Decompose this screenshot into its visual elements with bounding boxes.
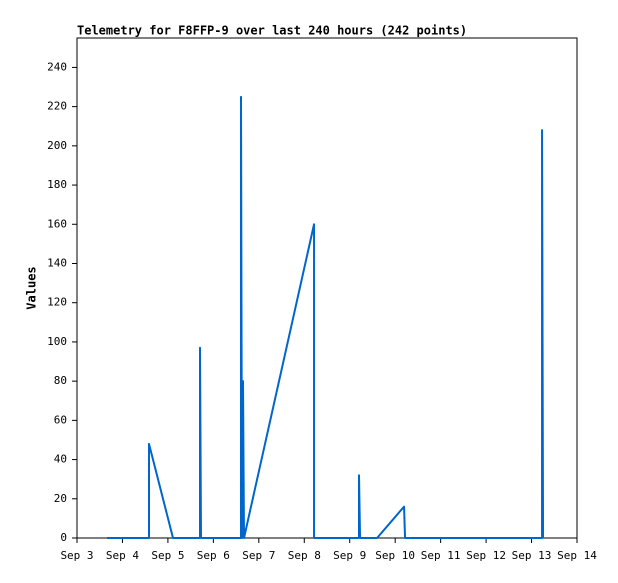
x-tick-label: Sep 5	[151, 549, 184, 562]
x-tick-label: Sep 6	[197, 549, 230, 562]
x-tick-label: Sep 12	[466, 549, 506, 562]
x-tick-label: Sep 7	[242, 549, 275, 562]
y-tick-label: 0	[60, 531, 67, 544]
y-tick-label: 60	[54, 413, 67, 426]
y-tick-label: 220	[47, 100, 67, 113]
x-tick-label: Sep 4	[106, 549, 139, 562]
x-tick-label: Sep 3	[60, 549, 93, 562]
x-tick-label: Sep 8	[288, 549, 321, 562]
data-line	[107, 95, 545, 539]
chart-title: Telemetry for F8FFP-9 over last 240 hour…	[77, 24, 467, 38]
y-tick-label: 40	[54, 453, 67, 466]
y-tick-label: 20	[54, 492, 67, 505]
x-tick-label: Sep 13	[512, 549, 552, 562]
x-tick-label: Sep 10	[375, 549, 415, 562]
x-tick-label: Sep 14	[557, 549, 597, 562]
y-tick-label: 180	[47, 178, 67, 191]
x-tick-label: Sep 11	[421, 549, 461, 562]
y-tick-label: 100	[47, 335, 67, 348]
x-tick-label: Sep 9	[333, 549, 366, 562]
y-tick-label: 120	[47, 296, 67, 309]
y-axis-label: Values	[25, 266, 39, 309]
y-tick-label: 80	[54, 374, 67, 387]
y-tick-label: 160	[47, 217, 67, 230]
y-tick-label: 200	[47, 139, 67, 152]
y-tick-label: 240	[47, 60, 67, 73]
y-tick-label: 140	[47, 256, 67, 269]
